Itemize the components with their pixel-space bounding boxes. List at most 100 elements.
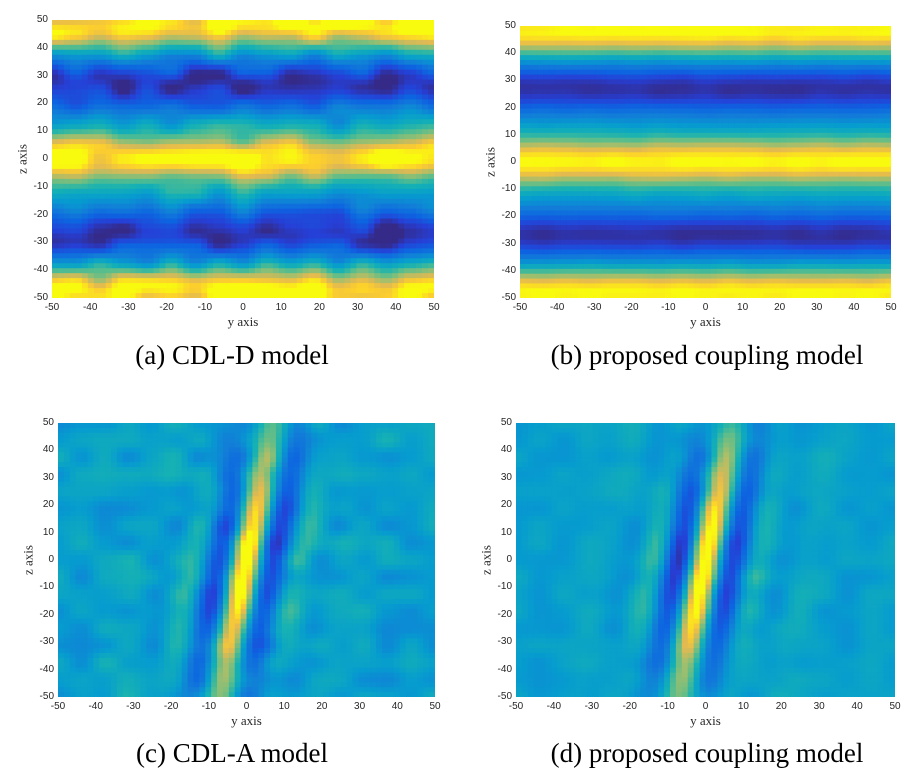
heatmap-cell xyxy=(260,178,268,185)
heatmap-cell xyxy=(159,253,167,259)
heatmap-cell xyxy=(717,123,724,129)
heatmap-cell xyxy=(717,26,724,32)
heatmap-cell xyxy=(165,99,172,105)
heatmap-cell xyxy=(183,114,190,120)
heatmap-cell xyxy=(332,278,340,284)
heatmap-cell xyxy=(153,213,161,220)
heatmap-cell xyxy=(123,173,131,180)
heatmap-cell xyxy=(213,134,220,140)
heatmap-cell xyxy=(81,208,89,215)
heatmap-cell xyxy=(711,26,718,32)
heatmap-cell xyxy=(332,253,340,259)
heatmap-cell xyxy=(254,49,262,56)
heatmap-cell xyxy=(374,193,381,200)
heatmap-cell xyxy=(189,213,196,220)
heatmap-cell xyxy=(260,168,268,175)
heatmap-cell xyxy=(815,26,823,32)
heatmap-cell xyxy=(69,94,77,101)
heatmap-cell xyxy=(862,84,869,90)
heatmap-cell xyxy=(141,193,149,200)
heatmap-cell xyxy=(850,103,857,110)
heatmap-cell xyxy=(159,198,167,205)
heatmap-cell xyxy=(350,258,358,264)
heatmap-cell xyxy=(93,129,101,135)
heatmap-cell xyxy=(664,55,672,61)
heatmap-cell xyxy=(338,223,346,230)
heatmap-cell xyxy=(117,59,125,66)
heatmap-cell xyxy=(284,44,292,51)
heatmap-cell xyxy=(248,139,256,145)
heatmap-cell xyxy=(815,94,823,100)
heatmap-cell xyxy=(699,40,707,47)
heatmap-cell xyxy=(722,40,730,47)
heatmap-cell xyxy=(195,64,202,71)
heatmap-cell xyxy=(254,34,262,41)
heatmap-cell xyxy=(601,103,608,110)
heatmap-cell xyxy=(141,109,149,115)
heatmap-cell xyxy=(398,84,405,91)
heatmap-cell xyxy=(531,35,538,42)
heatmap-cell xyxy=(123,163,131,170)
heatmap-cell xyxy=(52,129,59,135)
heatmap-cell xyxy=(201,64,208,71)
heatmap-cell xyxy=(326,134,334,140)
x-tick-label: -40 xyxy=(82,302,98,313)
heatmap-cell xyxy=(566,113,573,119)
heatmap-cell xyxy=(237,79,244,86)
heatmap-cell xyxy=(69,233,77,240)
heatmap-cell xyxy=(404,188,411,195)
heatmap-cell xyxy=(589,118,596,124)
heatmap-cell xyxy=(117,124,125,130)
heatmap-cell xyxy=(392,213,399,220)
heatmap-cell xyxy=(243,64,250,71)
heatmap-cell xyxy=(123,54,131,61)
heatmap-cell xyxy=(392,109,399,115)
heatmap-cell xyxy=(520,79,527,85)
heatmap-cell xyxy=(266,173,274,180)
heatmap-cell xyxy=(147,144,155,150)
heatmap-cell xyxy=(171,84,178,91)
heatmap-cell xyxy=(135,263,143,269)
heatmap-cell xyxy=(278,59,286,66)
heatmap-cell xyxy=(380,288,387,294)
heatmap-cell xyxy=(827,123,834,129)
heatmap-cell xyxy=(201,89,208,96)
heatmap-cell xyxy=(207,208,214,215)
heatmap-cell xyxy=(93,248,101,254)
heatmap-cell xyxy=(189,34,196,41)
heatmap-cell xyxy=(171,154,178,160)
heatmap-cell xyxy=(350,198,358,205)
heatmap-cell xyxy=(237,24,244,31)
heatmap-cell xyxy=(775,60,782,66)
heatmap-cell xyxy=(99,104,107,110)
heatmap-cell xyxy=(769,113,776,119)
heatmap-cell xyxy=(129,79,137,86)
heatmap-cell xyxy=(69,24,77,31)
heatmap-cell xyxy=(183,198,190,205)
heatmap-cell xyxy=(392,193,399,200)
heatmap-cell xyxy=(537,26,544,32)
heatmap-cell xyxy=(189,243,196,249)
heatmap-cell xyxy=(183,188,190,195)
heatmap-cell xyxy=(177,64,184,71)
heatmap-cell xyxy=(548,94,556,100)
heatmap-cell xyxy=(81,94,89,101)
heatmap-cell xyxy=(237,213,244,220)
heatmap-cell xyxy=(183,54,190,61)
heatmap-cell xyxy=(141,29,149,36)
heatmap-cell xyxy=(141,24,149,31)
heatmap-cell xyxy=(525,69,533,76)
heatmap-cell xyxy=(123,293,131,298)
heatmap-cell xyxy=(63,258,71,264)
heatmap-cell xyxy=(254,193,262,200)
heatmap-cell xyxy=(606,30,614,37)
heatmap-cell xyxy=(757,40,765,47)
heatmap-cell xyxy=(81,44,89,51)
heatmap-cell xyxy=(153,233,161,240)
heatmap-cell xyxy=(560,50,567,56)
heatmap-cell xyxy=(338,149,346,155)
heatmap-cell xyxy=(775,55,782,61)
heatmap-cell xyxy=(740,50,747,56)
heatmap-cell xyxy=(804,35,811,42)
heatmap-cell xyxy=(290,124,298,130)
